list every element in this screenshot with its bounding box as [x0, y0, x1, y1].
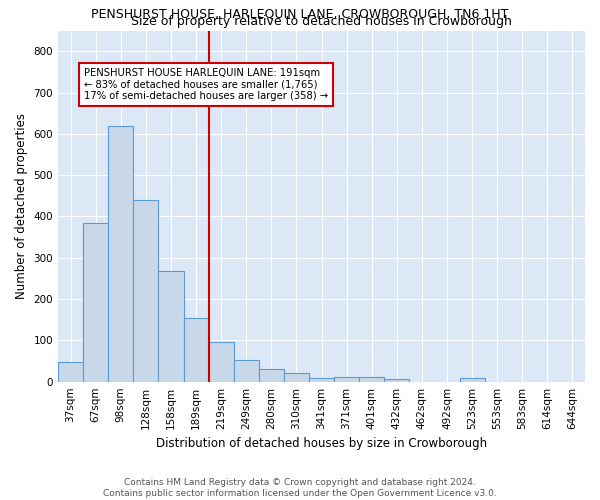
Text: PENSHURST HOUSE HARLEQUIN LANE: 191sqm
← 83% of detached houses are smaller (1,7: PENSHURST HOUSE HARLEQUIN LANE: 191sqm ←… — [83, 68, 328, 101]
Bar — [133, 200, 158, 382]
Bar — [158, 271, 184, 382]
Bar — [184, 318, 209, 382]
Bar — [259, 370, 284, 382]
Y-axis label: Number of detached properties: Number of detached properties — [15, 113, 28, 299]
Bar — [58, 362, 83, 382]
Bar — [334, 377, 359, 382]
Bar — [83, 222, 108, 382]
Bar — [108, 126, 133, 382]
Bar — [309, 378, 334, 382]
Bar — [359, 376, 384, 382]
Bar — [384, 379, 409, 382]
Bar — [233, 360, 259, 382]
Bar — [460, 378, 485, 382]
Text: Contains HM Land Registry data © Crown copyright and database right 2024.
Contai: Contains HM Land Registry data © Crown c… — [103, 478, 497, 498]
Bar — [209, 342, 233, 382]
Title: Size of property relative to detached houses in Crowborough: Size of property relative to detached ho… — [131, 15, 512, 28]
Bar — [284, 374, 309, 382]
Text: PENSHURST HOUSE, HARLEQUIN LANE, CROWBOROUGH, TN6 1HT: PENSHURST HOUSE, HARLEQUIN LANE, CROWBOR… — [91, 8, 509, 20]
X-axis label: Distribution of detached houses by size in Crowborough: Distribution of detached houses by size … — [156, 437, 487, 450]
